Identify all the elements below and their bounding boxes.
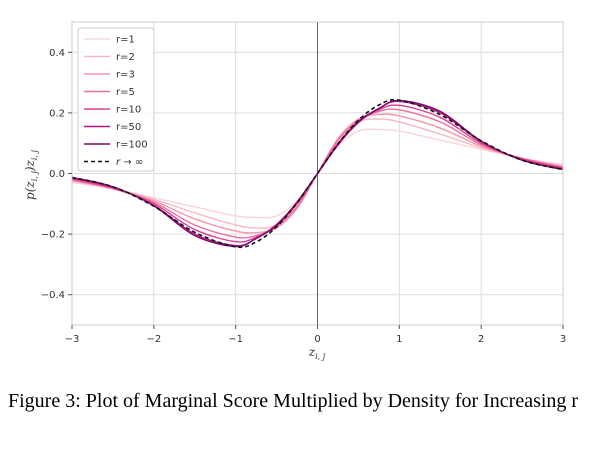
y-tick-label: −0.4 bbox=[41, 290, 65, 301]
legend-box bbox=[77, 27, 155, 172]
x-tick-label: 2 bbox=[478, 334, 484, 345]
legend: r=1 r=2 r=3 r=5 r=10 r=50 r=100 r → ∞ bbox=[77, 27, 155, 172]
x-tick-label: −3 bbox=[65, 334, 80, 345]
y-ticks: −0.4 −0.2 0.0 0.2 0.4 bbox=[41, 48, 72, 301]
legend-label: r=10 bbox=[116, 105, 141, 116]
y-tick-label: 0.4 bbox=[49, 48, 65, 59]
chart: −3 −2 −1 0 1 2 3 −0.4 −0.2 0.0 0.2 0.4 zi, j p(zi,… bbox=[23, 21, 566, 361]
series-line bbox=[71, 98, 564, 249]
legend-label: r=2 bbox=[116, 52, 135, 63]
series-line bbox=[71, 99, 564, 248]
legend-label: r=3 bbox=[116, 70, 135, 81]
legend-label: r=50 bbox=[116, 122, 141, 133]
legend-label: r=100 bbox=[116, 140, 148, 151]
y-tick-label: 0.2 bbox=[49, 108, 65, 119]
legend-label: r=1 bbox=[116, 35, 135, 46]
x-tick-label: −1 bbox=[228, 334, 243, 345]
y-tick-label: −0.2 bbox=[41, 230, 65, 241]
x-ticks: −3 −2 −1 0 1 2 3 bbox=[65, 325, 566, 345]
x-tick-label: 3 bbox=[560, 334, 566, 345]
series-layer bbox=[71, 98, 564, 249]
x-tick-label: 1 bbox=[396, 334, 402, 345]
x-axis-label: zi, j bbox=[308, 345, 326, 361]
y-axis-label: p(zi, j)zi, j bbox=[23, 150, 39, 200]
x-tick-label: −2 bbox=[146, 334, 161, 345]
legend-label: r → ∞ bbox=[116, 157, 143, 168]
figure-caption: Figure 3: Plot of Marginal Score Multipl… bbox=[8, 390, 579, 412]
x-tick-label: 0 bbox=[314, 334, 320, 345]
legend-label: r=5 bbox=[116, 87, 135, 98]
y-tick-label: 0.0 bbox=[49, 169, 65, 180]
